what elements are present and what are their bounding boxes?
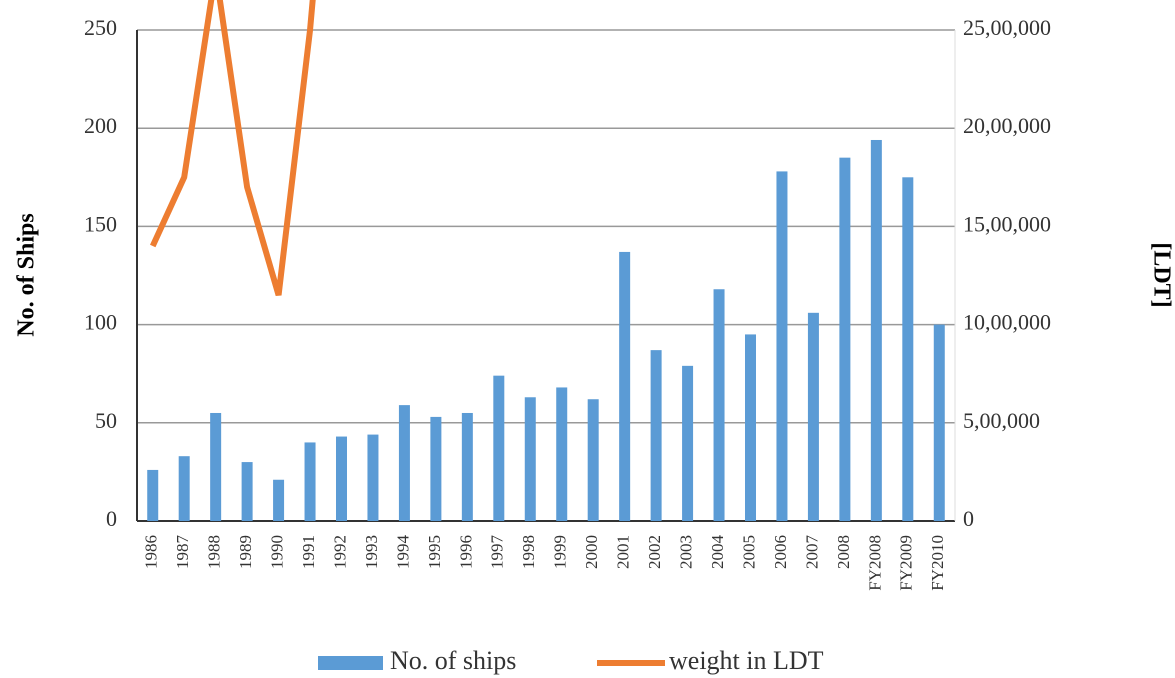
x-tick-label: 1996 — [456, 535, 475, 569]
bar — [556, 387, 568, 521]
bar — [241, 462, 253, 521]
y2-tick-label: 0 — [963, 506, 974, 531]
bar — [745, 334, 756, 521]
x-tick-label: 2005 — [739, 535, 758, 569]
y-tick-label: 200 — [84, 113, 117, 138]
bar — [273, 479, 285, 521]
bar — [619, 251, 631, 521]
bar — [210, 412, 222, 521]
x-tick-label: 2007 — [802, 535, 821, 570]
bar — [776, 171, 788, 521]
x-tick-label: 1988 — [205, 535, 224, 569]
x-tick-label: FY2009 — [897, 535, 916, 591]
bar — [367, 434, 379, 521]
y-tick-label: 150 — [84, 211, 117, 236]
y2-tick-label: 20,00,000 — [963, 113, 1051, 138]
bar — [650, 350, 662, 521]
x-tick-label: 1999 — [551, 535, 570, 569]
y2-tick-label: 15,00,000 — [963, 211, 1051, 236]
bar — [430, 416, 442, 521]
y2-tick-label: 25,00,000 — [963, 15, 1051, 40]
x-tick-label: FY2010 — [928, 535, 947, 591]
bar — [807, 312, 819, 521]
x-tick-label: 1992 — [330, 535, 349, 569]
y-tick-label: 50 — [95, 408, 117, 433]
bar — [933, 324, 945, 521]
x-tick-label: 1994 — [393, 535, 412, 570]
y2-tick-label: 5,00,000 — [963, 408, 1040, 433]
bar — [870, 139, 882, 521]
x-tick-label: 1987 — [173, 535, 192, 570]
x-tick-label: 1989 — [236, 535, 255, 569]
bar — [336, 436, 347, 521]
x-tick-label: 2004 — [708, 535, 727, 570]
x-tick-label: 2000 — [582, 535, 601, 569]
bar — [682, 365, 694, 521]
x-tick-label: 1997 — [488, 535, 507, 570]
legend-swatch — [318, 656, 383, 670]
bar — [147, 469, 159, 521]
x-tick-label: 2008 — [834, 535, 853, 569]
x-tick-label: FY2008 — [865, 535, 884, 591]
y-axis-title: No. of Ships — [14, 213, 40, 336]
y-tick-label: 0 — [106, 506, 117, 531]
y2-tick-label: 10,00,000 — [963, 310, 1051, 335]
y2-axis-title: [LDT] — [1148, 242, 1174, 307]
bar — [461, 412, 473, 521]
x-tick-label: 2003 — [676, 535, 695, 569]
x-tick-label: 2001 — [614, 535, 633, 569]
line — [150, 0, 316, 296]
bar — [178, 456, 190, 521]
bar — [839, 157, 851, 521]
bar — [524, 397, 536, 521]
bar — [493, 375, 505, 521]
bar — [398, 405, 410, 521]
x-tick-label: 1998 — [519, 535, 538, 569]
bar — [713, 289, 725, 521]
y-tick-label: 250 — [84, 15, 117, 40]
bar — [902, 177, 914, 522]
x-tick-label: 1995 — [425, 535, 444, 569]
x-tick-label: 1993 — [362, 535, 381, 569]
bar — [304, 442, 316, 521]
x-tick-label: 2006 — [771, 535, 790, 569]
x-tick-label: 2002 — [645, 535, 664, 569]
bar — [587, 399, 599, 521]
x-tick-label: 1990 — [267, 535, 286, 569]
x-tick-label: 1986 — [142, 535, 161, 569]
y-tick-label: 100 — [84, 310, 117, 335]
legend-label: weight in LDT — [669, 646, 824, 675]
x-tick-label: 1991 — [299, 535, 318, 569]
legend-label: No. of ships — [390, 646, 516, 675]
